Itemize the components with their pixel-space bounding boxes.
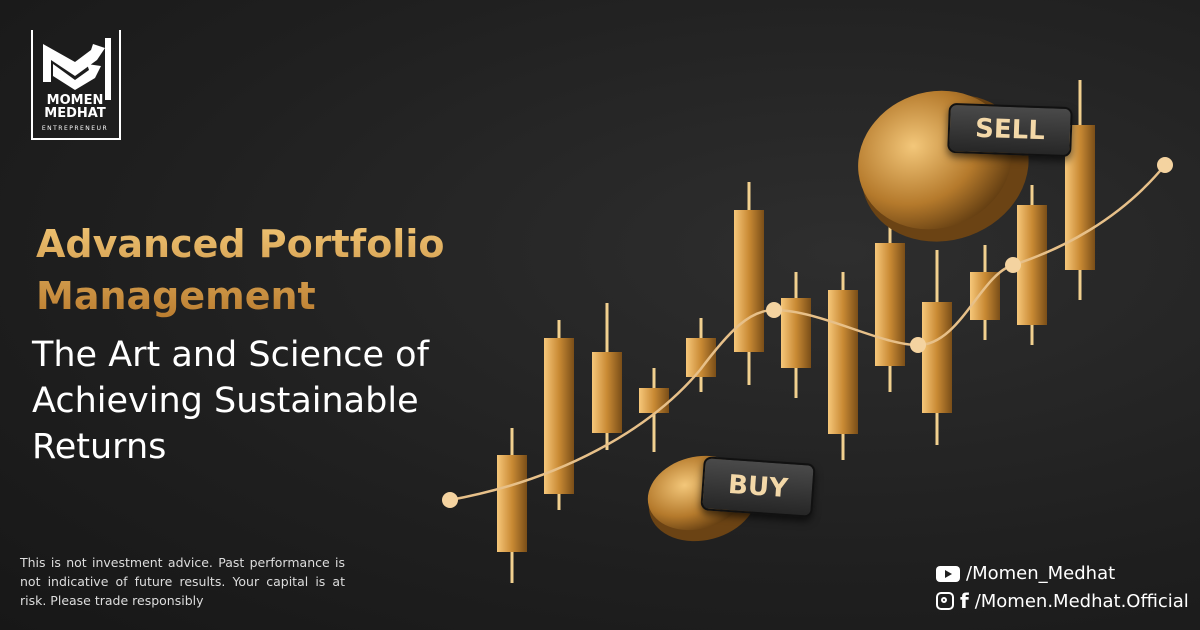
- candlestick: [828, 272, 858, 460]
- logo-m-arrow-icon: [43, 38, 111, 100]
- youtube-handle: /Momen_Medhat: [966, 563, 1116, 584]
- trend-line: [449, 164, 1166, 502]
- candle-body: [592, 352, 622, 433]
- subheadline-line1: The Art and Science of: [32, 335, 429, 375]
- trend-point: [910, 337, 926, 353]
- logo-line1: MOMEN: [46, 93, 104, 108]
- candlestick: [639, 368, 669, 452]
- candlestick: [1017, 185, 1047, 345]
- logo-line2: MEDHAT: [44, 106, 106, 121]
- trend-point: [442, 492, 458, 508]
- instagram-facebook-handle: /Momen.Medhat.Official: [974, 590, 1189, 612]
- subheadline-line2: Achieving Sustainable: [32, 381, 419, 421]
- logo-frame: [31, 30, 121, 140]
- instagram-facebook-link[interactable]: f /Momen.Medhat.Official: [936, 589, 1189, 613]
- logo-name: MOMEN MEDHAT: [37, 94, 113, 120]
- candle-body: [781, 298, 811, 368]
- candle-body: [1017, 205, 1047, 325]
- buy-label: BUY: [700, 456, 816, 518]
- candle-body: [922, 302, 952, 413]
- candlestick: [592, 303, 622, 450]
- subheadline: The Art and Science of Achieving Sustain…: [32, 332, 512, 470]
- candlestick: [734, 182, 764, 385]
- trend-point: [766, 302, 782, 318]
- candle-body: [497, 455, 527, 552]
- brand-logo: MOMEN MEDHAT ENTREPRENEUR: [31, 30, 121, 140]
- trend-point: [1157, 157, 1173, 173]
- youtube-icon: [936, 565, 960, 582]
- facebook-icon: f: [960, 589, 969, 613]
- candlestick: [781, 272, 811, 398]
- candle-body: [544, 338, 574, 494]
- candle-body: [828, 290, 858, 434]
- candle-body: [686, 338, 716, 377]
- candlestick: [970, 245, 1000, 340]
- candlestick: [922, 250, 952, 445]
- candle-body: [639, 388, 669, 413]
- logo-subtitle: ENTREPRENEUR: [41, 125, 109, 132]
- subheadline-line3: Returns: [32, 427, 167, 467]
- candlestick: [544, 320, 574, 510]
- candle-body: [970, 272, 1000, 320]
- candle-body: [734, 210, 764, 352]
- sell-label: SELL: [947, 102, 1073, 158]
- youtube-link[interactable]: /Momen_Medhat: [936, 563, 1115, 584]
- trend-point: [1005, 257, 1021, 273]
- candlestick: [497, 428, 527, 583]
- instagram-icon: [936, 592, 954, 610]
- candle-body: [875, 243, 905, 366]
- disclaimer: This is not investment advice. Past perf…: [20, 555, 345, 608]
